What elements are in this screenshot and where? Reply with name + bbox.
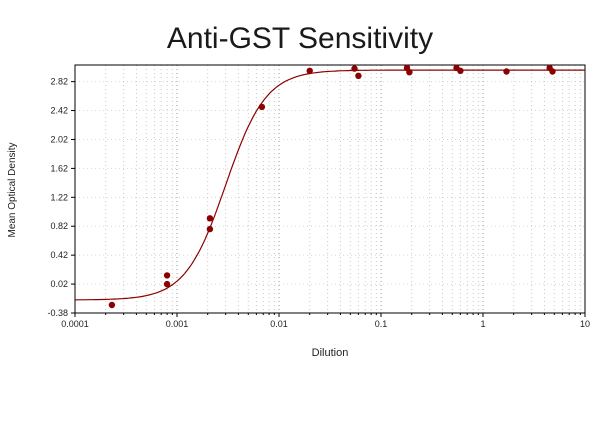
data-point <box>163 272 171 279</box>
y-tick-label: 0.82 <box>50 221 68 231</box>
gridlines <box>75 65 585 314</box>
x-tick-label: 0.01 <box>270 319 288 329</box>
data-point <box>351 65 358 72</box>
data-point <box>355 72 362 80</box>
data-point <box>163 280 171 288</box>
axis-ticks: 0.0001 0.001 0.01 0.1 1 10 2.82 2.42 2.02 1.62 1.2… <box>47 77 590 329</box>
data-point <box>503 68 510 75</box>
data-point <box>406 69 413 76</box>
plot-border <box>74 64 586 314</box>
x-tick-label: 0.001 <box>166 319 189 329</box>
y-tick-label: 0.02 <box>50 279 68 289</box>
data-point <box>206 215 214 222</box>
plot-frame <box>74 64 586 314</box>
y-tick-label: 2.42 <box>50 106 68 116</box>
fit-curve <box>74 69 585 301</box>
y-tick-label: 1.62 <box>50 163 68 173</box>
x-tick-label: 0.1 <box>375 319 388 329</box>
chart-title: Anti-GST Sensitivity <box>167 22 433 55</box>
data-point <box>108 301 116 309</box>
y-tick-label: 2.02 <box>50 134 68 144</box>
x-tick-label: 0.0001 <box>61 319 89 329</box>
y-tick-label: -0.38 <box>47 308 68 318</box>
x-axis-label: Dilution <box>312 347 349 359</box>
data-series <box>74 64 585 309</box>
data-point <box>306 67 313 75</box>
y-tick-label: 2.82 <box>50 77 68 87</box>
y-tick-label: 1.22 <box>50 192 68 202</box>
y-tick-label: 0.42 <box>50 250 68 260</box>
data-point <box>457 67 464 75</box>
data-point <box>258 103 266 111</box>
x-tick-label: 10 <box>580 319 590 329</box>
y-axis-label: Mean Optical Density <box>7 142 18 237</box>
data-point <box>206 225 214 233</box>
data-point <box>549 68 556 75</box>
x-tick-label: 1 <box>480 319 485 329</box>
